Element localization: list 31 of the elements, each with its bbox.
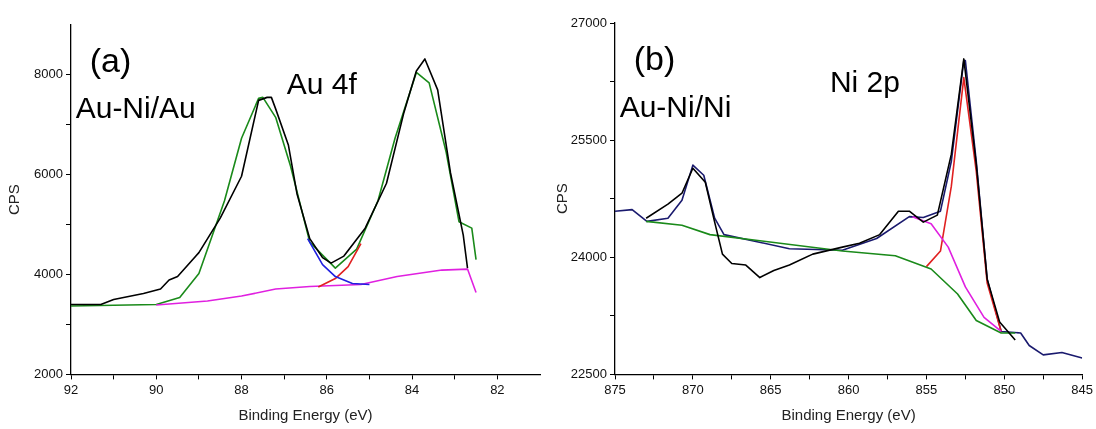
- x-tick-label: 850: [993, 381, 1016, 397]
- x-tick-label: 90: [149, 381, 164, 397]
- x-tick-label: 875: [604, 381, 626, 397]
- x-tick-label: 84: [404, 381, 420, 397]
- x-tick-label: 865: [759, 381, 782, 397]
- x-tick-label: 86: [319, 381, 335, 397]
- x-tick-label: 92: [63, 381, 79, 397]
- x-tick-label: 870: [682, 381, 704, 397]
- y-tick-label: 2000: [34, 365, 63, 381]
- annotation: (b): [633, 39, 676, 78]
- y-tick-label: 6000: [34, 166, 63, 182]
- annotation: Ni 2p: [829, 64, 900, 98]
- annotation: Au-Ni/Au: [75, 91, 196, 125]
- annotation: Au 4f: [286, 66, 358, 100]
- annotation: Au-Ni/Ni: [619, 89, 732, 123]
- x-axis-title: Binding Energy (eV): [781, 406, 916, 424]
- y-tick-label: 8000: [34, 66, 63, 82]
- y-tick-label: 24000: [570, 248, 607, 264]
- x-tick-label: 88: [234, 381, 249, 397]
- x-tick-label: 860: [837, 381, 860, 397]
- x-tick-label: 855: [915, 381, 938, 397]
- x-tick-label: 82: [490, 381, 505, 397]
- y-axis-title: CPS: [5, 184, 23, 216]
- x-axis-title: Binding Energy (eV): [238, 406, 373, 424]
- y-tick-label: 22500: [570, 365, 607, 381]
- y-tick-label: 25500: [570, 131, 607, 147]
- y-axis-title: CPS: [553, 183, 571, 215]
- annotation: (a): [89, 41, 132, 80]
- y-tick-label: 27000: [570, 14, 607, 30]
- x-tick-label: 845: [1071, 381, 1094, 397]
- y-tick-label: 4000: [34, 266, 63, 282]
